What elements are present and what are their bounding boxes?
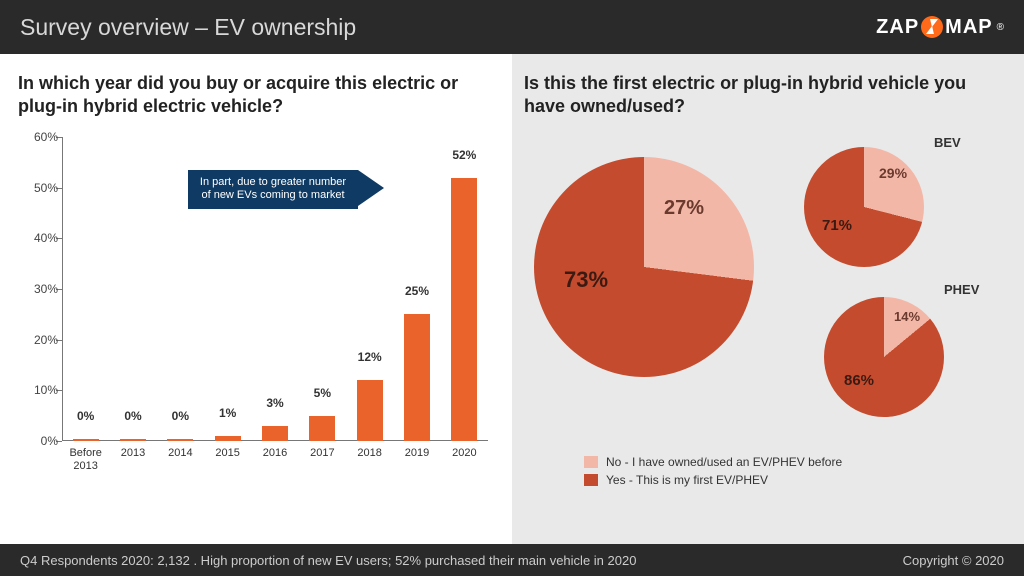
pie-legend: No - I have owned/used an EV/PHEV before… (584, 451, 842, 487)
x-axis-category-label: 2016 (248, 447, 301, 460)
bar (215, 436, 241, 441)
x-axis-category-label: 2013 (106, 447, 159, 460)
pie-phev (824, 297, 944, 417)
bar-value-label: 52% (452, 148, 476, 162)
logo-text-right: MAP (945, 16, 992, 39)
pie-phev-title: PHEV (944, 282, 979, 297)
pie-bev-yes-label: 71% (822, 217, 852, 234)
footer-left-text: Q4 Respondents 2020: 2,132 . High propor… (20, 553, 636, 568)
bar (357, 380, 383, 441)
bar-value-label: 25% (405, 284, 429, 298)
x-axis-category-label: 2015 (201, 447, 254, 460)
legend-row-yes: Yes - This is my first EV/PHEV (584, 473, 842, 487)
x-axis-category-label: Before2013 (59, 447, 112, 473)
bar (404, 314, 430, 441)
x-axis-category-label: 2014 (154, 447, 207, 460)
x-axis-category-label: 2020 (438, 447, 491, 460)
x-axis-category-label: 2018 (343, 447, 396, 460)
bar-value-label: 5% (314, 386, 331, 400)
bar-value-label: 3% (266, 396, 283, 410)
panel-first-ev: Is this the first electric or plug-in hy… (512, 54, 1024, 544)
pie-phev-no-label: 14% (894, 309, 920, 324)
bar-value-label: 0% (124, 409, 141, 423)
bar (120, 439, 146, 441)
pie-chart-group: 73% 27% BEV 71% 29% PHEV 86% 14% No - I … (524, 127, 1002, 487)
lightning-bolt-icon (921, 16, 943, 38)
legend-label-yes: Yes - This is my first EV/PHEV (606, 473, 768, 487)
page-title: Survey overview – EV ownership (20, 14, 356, 41)
y-axis-tick-label: 40% (18, 231, 58, 245)
logo-text-left: ZAP (876, 16, 919, 39)
y-axis-tick-label: 50% (18, 181, 58, 195)
bar-value-label: 12% (358, 350, 382, 364)
legend-row-no: No - I have owned/used an EV/PHEV before (584, 455, 842, 469)
panel-acquisition-year: In which year did you buy or acquire thi… (0, 54, 512, 544)
content-area: In which year did you buy or acquire thi… (0, 54, 1024, 544)
header-bar: Survey overview – EV ownership ZAP MAP ® (0, 0, 1024, 54)
bar (451, 178, 477, 441)
bar-chart-question: In which year did you buy or acquire thi… (18, 72, 500, 117)
footer-bar: Q4 Respondents 2020: 2,132 . High propor… (0, 544, 1024, 576)
brand-logo: ZAP MAP ® (876, 16, 1004, 39)
registered-mark: ® (997, 22, 1004, 33)
bar (167, 439, 193, 441)
pie-phev-yes-label: 86% (844, 372, 874, 389)
bar-value-label: 0% (172, 409, 189, 423)
bar (73, 439, 99, 441)
bar-value-label: 0% (77, 409, 94, 423)
y-axis-tick-label: 30% (18, 282, 58, 296)
bar-chart: 0%Before20130%20130%20141%20153%20165%20… (18, 127, 496, 487)
y-axis-tick-label: 60% (18, 130, 58, 144)
pie-overall-no-label: 27% (664, 197, 704, 220)
y-axis-tick-label: 10% (18, 383, 58, 397)
y-axis-tick-label: 0% (18, 434, 58, 448)
pie-bev-no-label: 29% (879, 165, 907, 181)
bar (262, 426, 288, 441)
legend-label-no: No - I have owned/used an EV/PHEV before (606, 455, 842, 469)
y-axis-tick-label: 20% (18, 333, 58, 347)
legend-swatch-no (584, 456, 598, 468)
pie-chart-question: Is this the first electric or plug-in hy… (524, 72, 1006, 117)
pie-overall-yes-label: 73% (564, 267, 608, 293)
footer-copyright: Copyright © 2020 (903, 553, 1004, 568)
legend-swatch-yes (584, 474, 598, 486)
bar-value-label: 1% (219, 406, 236, 420)
x-axis-category-label: 2019 (390, 447, 443, 460)
callout-annotation: In part, due to greater number of new EV… (188, 170, 358, 210)
bar (309, 416, 335, 441)
callout-arrowhead-icon (358, 170, 384, 206)
x-axis-category-label: 2017 (296, 447, 349, 460)
pie-bev-title: BEV (934, 135, 961, 150)
